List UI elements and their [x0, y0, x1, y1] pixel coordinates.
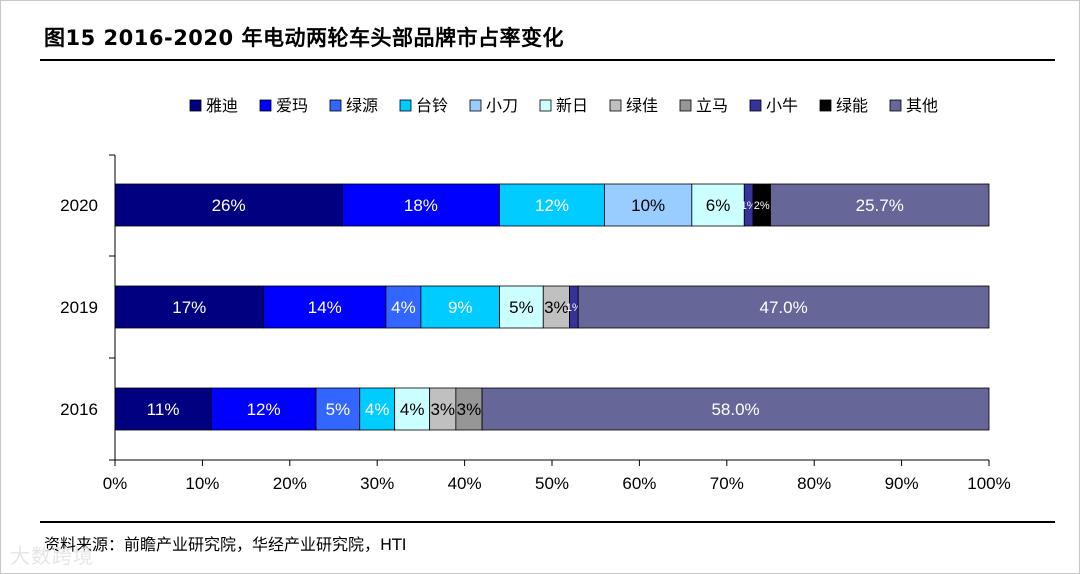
- bar-value-label: 47.0%: [760, 298, 808, 317]
- bar-value-label: 4%: [365, 400, 390, 419]
- bar-segment: [263, 285, 387, 329]
- legend-label: 其他: [906, 97, 938, 115]
- x-tick-label: 50%: [535, 474, 569, 493]
- bar-segment: [315, 387, 361, 431]
- x-tick-label: 90%: [885, 474, 919, 493]
- bar-segment: [429, 387, 457, 431]
- legend-swatch: [749, 99, 762, 112]
- legend-swatch: [399, 99, 412, 112]
- x-tick-label: 100%: [967, 474, 1010, 493]
- legend-label: 雅迪: [206, 97, 238, 115]
- bar-value-label: 5%: [326, 400, 351, 419]
- bar-segment: [499, 183, 605, 227]
- bar-value-label: 10%: [631, 196, 665, 215]
- bar-value-label: 12%: [247, 400, 281, 419]
- category-label: 2016: [60, 400, 98, 419]
- x-tick-label: 20%: [273, 474, 307, 493]
- x-tick-label: 60%: [622, 474, 656, 493]
- legend-label: 绿佳: [626, 97, 658, 115]
- bar-segment: [385, 285, 422, 329]
- bar-value-label: 11%: [147, 400, 180, 419]
- figure-title: 图15 2016-2020 年电动两轮车头部品牌市占率变化: [44, 26, 564, 50]
- bar-segment: [341, 183, 500, 227]
- legend-swatch: [889, 99, 902, 112]
- bar-segment: [499, 285, 544, 329]
- bar-segment: [114, 387, 212, 431]
- bar-value-label: 4%: [400, 400, 425, 419]
- legend-label: 小牛: [766, 97, 798, 115]
- bar-value-label: 3%: [430, 400, 455, 419]
- category-label: 2020: [60, 196, 98, 215]
- category-label: 2019: [60, 298, 98, 317]
- legend-swatch: [189, 99, 202, 112]
- x-tick-label: 10%: [185, 474, 219, 493]
- legend-swatch: [329, 99, 342, 112]
- bar-segment: [691, 183, 745, 227]
- bar-segment: [577, 285, 990, 329]
- bar-segment: [455, 387, 483, 431]
- watermark: 大数跨境: [10, 544, 94, 568]
- legend-label: 绿能: [836, 97, 868, 115]
- legend-label: 立马: [696, 97, 728, 115]
- bar-value-label: 3%: [544, 298, 569, 317]
- bar-value-label: 14%: [308, 298, 342, 317]
- bar-segment: [394, 387, 431, 431]
- bar-value-label: 17%: [172, 298, 206, 317]
- bar-value-label: 18%: [404, 196, 438, 215]
- legend-swatch: [819, 99, 832, 112]
- bar-segment: [604, 183, 693, 227]
- source-rule: [40, 521, 1055, 523]
- bar-segment: [359, 387, 396, 431]
- legend-swatch: [609, 99, 622, 112]
- x-tick-label: 80%: [797, 474, 831, 493]
- bar-value-label: 3%: [457, 400, 482, 419]
- legend-label: 小刀: [486, 97, 518, 115]
- title-rule: [40, 59, 1055, 61]
- legend-swatch: [469, 99, 482, 112]
- bar-segment: [114, 285, 264, 329]
- bar-value-label: 4%: [391, 298, 416, 317]
- bar-value-label: 12%: [535, 196, 569, 215]
- legend-swatch: [539, 99, 552, 112]
- legend-label: 台铃: [416, 97, 448, 115]
- bar-segment: [210, 387, 317, 431]
- bar-segment: [481, 387, 990, 431]
- legend-label: 新日: [556, 97, 588, 115]
- bar-segment: [114, 183, 343, 227]
- bar-value-label: 9%: [448, 298, 473, 317]
- bar-segment: [420, 285, 500, 329]
- bar-value-label: 6%: [706, 196, 731, 215]
- legend-label: 绿源: [346, 97, 378, 115]
- x-tick-label: 40%: [448, 474, 482, 493]
- source-note: 资料来源：前瞻产业研究院，华经产业研究院，HTI: [44, 535, 407, 554]
- x-tick-label: 0%: [103, 474, 128, 493]
- bar-value-label: 5%: [509, 298, 534, 317]
- legend-swatch: [259, 99, 272, 112]
- x-tick-label: 70%: [710, 474, 744, 493]
- bar-value-label: 26%: [212, 196, 246, 215]
- x-tick-label: 30%: [360, 474, 394, 493]
- bar-value-label: 25.7%: [856, 196, 904, 215]
- bar-value-label: 58.0%: [711, 400, 759, 419]
- legend-swatch: [679, 99, 692, 112]
- legend-label: 爱玛: [276, 97, 308, 115]
- bar-segment: [770, 183, 990, 227]
- bar-value-label: 2%: [754, 200, 770, 212]
